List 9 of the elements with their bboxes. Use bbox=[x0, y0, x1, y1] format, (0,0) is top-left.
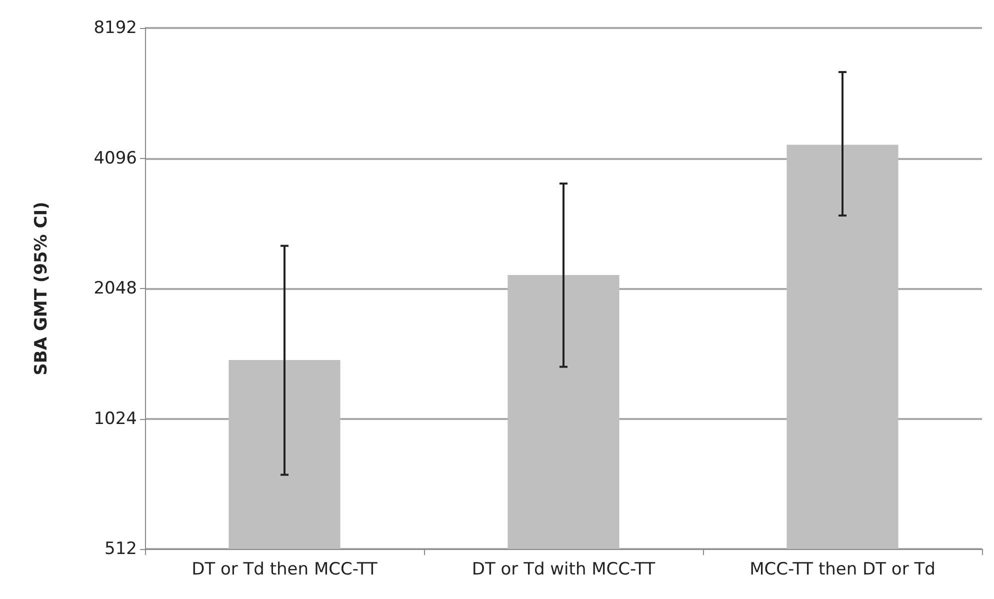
x-tick-label: MCC-TT then DT or Td bbox=[750, 560, 936, 580]
y-tick-label: 512 bbox=[104, 539, 137, 559]
x-tick-label: DT or Td then MCC-TT bbox=[192, 560, 378, 580]
y-axis-title: SBA GMT (95% CI) bbox=[32, 202, 52, 376]
y-tick-label: 8192 bbox=[94, 18, 137, 38]
x-tick-label: DT or Td with MCC-TT bbox=[472, 560, 656, 580]
y-tick-label: 2048 bbox=[94, 278, 137, 298]
y-tick-label: 4096 bbox=[94, 148, 137, 168]
y-tick-label: 1024 bbox=[94, 408, 137, 429]
